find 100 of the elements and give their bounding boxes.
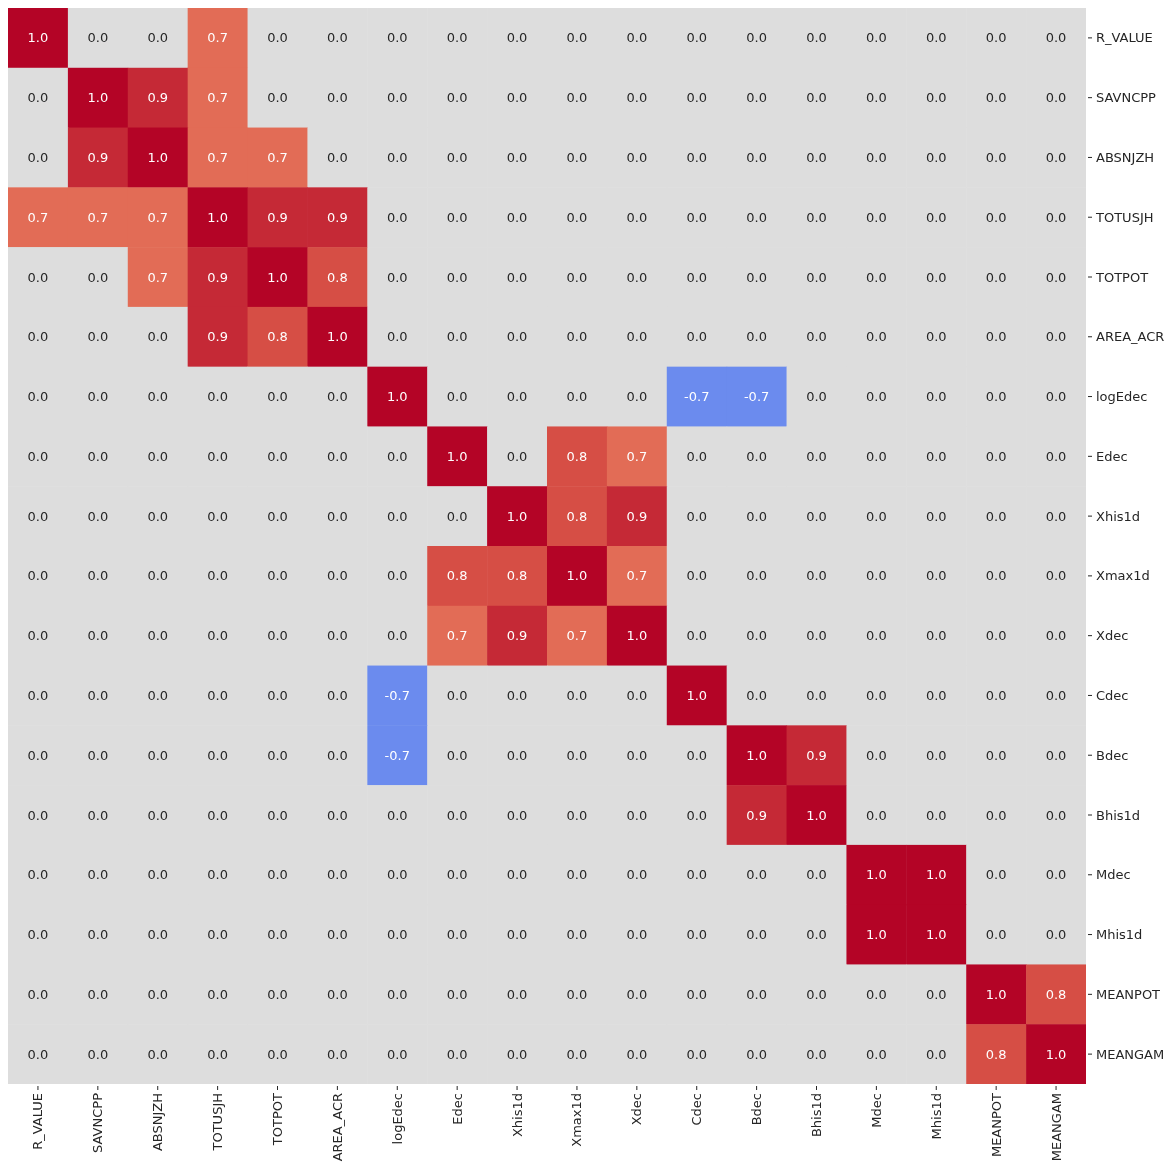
data-label: 0.0	[386, 209, 408, 225]
data-label: 0.9	[626, 508, 648, 524]
data-label: 0.0	[686, 30, 708, 46]
y-tick-label: Cdec	[1096, 687, 1129, 703]
data-label: 0.0	[386, 269, 408, 285]
data-label: 0.9	[806, 747, 827, 763]
data-label: 0.0	[746, 927, 767, 943]
data-label: 0.0	[87, 747, 109, 763]
data-label: 0.0	[925, 568, 947, 584]
data-label: 0.0	[267, 508, 288, 524]
data-label: 0.0	[985, 687, 1007, 703]
data-label: 0.0	[925, 209, 947, 225]
data-label: 0.7	[147, 269, 169, 285]
data-label: 0.0	[27, 1046, 49, 1062]
data-label: 0.7	[446, 628, 468, 644]
data-label: 0.0	[267, 568, 288, 584]
data-label: 0.0	[686, 986, 708, 1002]
data-label: 0.0	[147, 687, 169, 703]
data-label: 0.0	[686, 209, 708, 225]
data-label: 0.0	[746, 30, 767, 46]
data-label: 1.0	[267, 269, 288, 285]
data-label: 0.0	[147, 448, 169, 464]
data-label: 0.0	[506, 448, 528, 464]
data-label: 0.0	[626, 927, 648, 943]
data-label: 0.0	[327, 389, 348, 405]
data-label: 0.0	[207, 986, 228, 1002]
data-label: 0.0	[446, 209, 468, 225]
data-label: 0.0	[207, 628, 228, 644]
data-label: 0.0	[1045, 747, 1067, 763]
data-label: 0.0	[506, 90, 528, 106]
data-label: -0.7	[384, 687, 410, 703]
data-label: 0.0	[806, 269, 827, 285]
y-tick-label: Bhis1d	[1096, 807, 1141, 823]
data-label: 0.0	[746, 687, 767, 703]
data-label: 0.0	[686, 508, 708, 524]
data-label: 0.0	[985, 508, 1007, 524]
data-label: 0.9	[267, 209, 288, 225]
data-label: 0.0	[27, 329, 49, 345]
data-label: 0.0	[27, 867, 49, 883]
data-label: 0.0	[746, 209, 767, 225]
data-label: 0.0	[446, 149, 468, 165]
y-tick-label: MEANGAM	[1096, 1046, 1164, 1062]
data-label: 0.0	[327, 149, 348, 165]
data-label: 0.0	[327, 508, 348, 524]
data-label: 0.0	[267, 986, 288, 1002]
data-label: 0.0	[746, 568, 767, 584]
y-tick-label: SAVNCPP	[1096, 90, 1157, 106]
data-label: 1.0	[806, 807, 827, 823]
data-label: 0.0	[1045, 90, 1067, 106]
data-label: 0.0	[626, 30, 648, 46]
data-label: 0.0	[806, 687, 827, 703]
data-label: 0.0	[686, 149, 708, 165]
data-label: 0.0	[1045, 687, 1067, 703]
data-label: 0.0	[386, 927, 408, 943]
data-label: 0.0	[806, 568, 827, 584]
data-label: 0.0	[207, 747, 228, 763]
data-label: 1.0	[925, 867, 947, 883]
data-label: 0.0	[207, 867, 228, 883]
y-tick-label: Xhis1d	[1096, 508, 1141, 524]
data-label: 0.0	[386, 448, 408, 464]
data-label: 0.0	[566, 389, 588, 405]
x-tick-label: Cdec	[689, 1093, 705, 1126]
y-tick-label: AREA_ACR	[1096, 329, 1164, 345]
data-label: 0.0	[1045, 389, 1067, 405]
x-tick-label: MEANGAM	[1048, 1093, 1064, 1162]
data-label: 0.0	[386, 628, 408, 644]
data-label: 0.0	[207, 927, 228, 943]
data-label: 0.0	[626, 747, 648, 763]
data-label: 0.9	[327, 209, 348, 225]
data-label: 0.0	[626, 867, 648, 883]
data-label: 0.0	[806, 628, 827, 644]
data-label: 0.0	[147, 508, 169, 524]
data-label: 0.0	[267, 389, 288, 405]
data-label: 0.0	[686, 628, 708, 644]
data-label: 0.7	[207, 30, 228, 46]
data-label: 0.0	[386, 807, 408, 823]
data-label: 0.0	[506, 329, 528, 345]
data-label: -0.7	[684, 389, 710, 405]
data-label: 0.0	[686, 329, 708, 345]
data-label: 1.0	[566, 568, 588, 584]
y-tick-label: TOTUSJH	[1095, 209, 1154, 225]
data-label: 0.0	[985, 149, 1007, 165]
data-label: 0.8	[985, 1046, 1007, 1062]
data-label: 0.0	[866, 508, 887, 524]
data-label: 0.0	[806, 1046, 827, 1062]
data-label: 0.0	[566, 867, 588, 883]
data-label: 0.0	[386, 90, 408, 106]
data-label: 0.0	[147, 329, 169, 345]
data-label: 0.0	[386, 867, 408, 883]
data-label: 0.0	[866, 628, 887, 644]
data-label: 0.8	[506, 568, 528, 584]
data-label: 0.0	[327, 867, 348, 883]
data-label: 0.0	[925, 687, 947, 703]
data-label: 0.0	[866, 149, 887, 165]
data-label: 0.0	[985, 209, 1007, 225]
data-label: 0.0	[506, 687, 528, 703]
data-label: 0.0	[327, 927, 348, 943]
data-label: 0.0	[506, 867, 528, 883]
x-tick-label: Xmax1d	[569, 1093, 585, 1147]
data-label: 0.0	[985, 927, 1007, 943]
